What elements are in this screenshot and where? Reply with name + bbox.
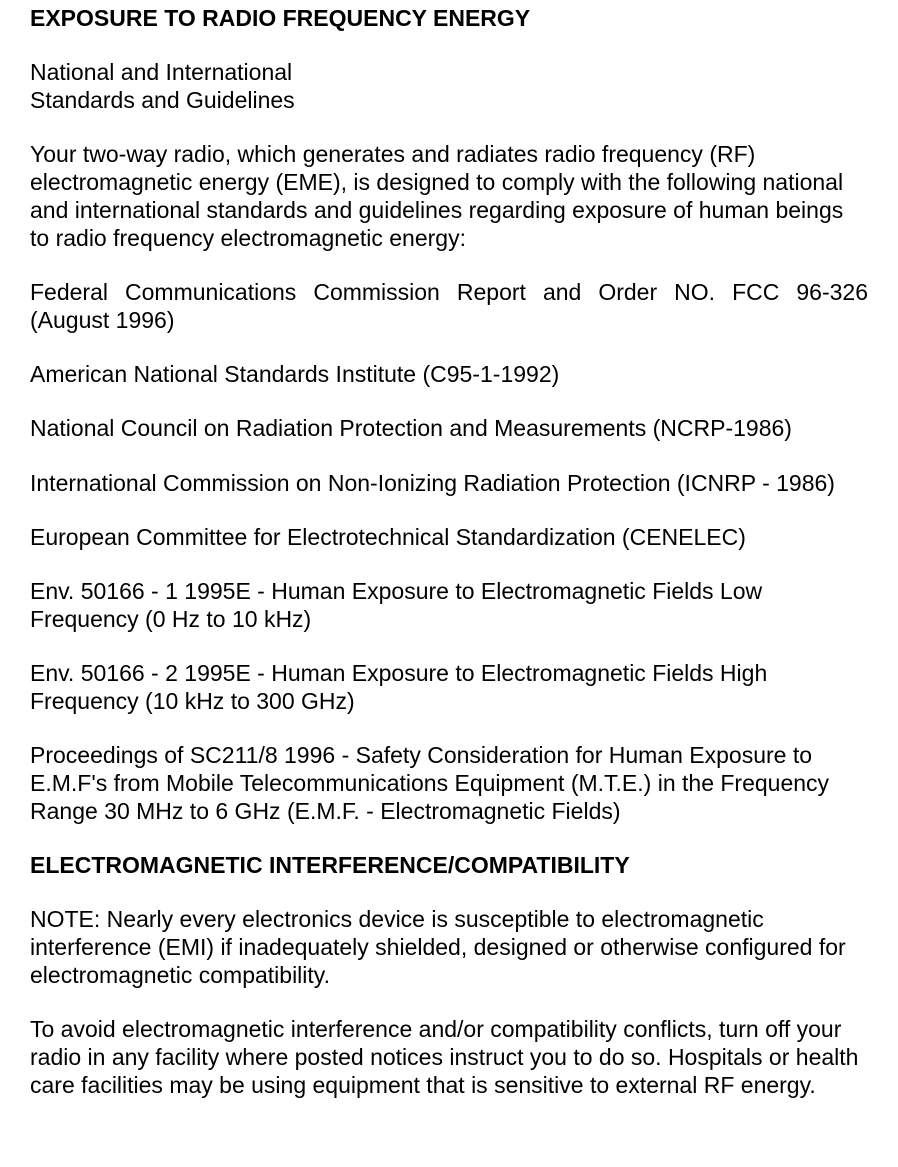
heading-rf-exposure: EXPOSURE TO RADIO FREQUENCY ENERGY xyxy=(30,4,868,32)
standard-env-high: Env. 50166 - 2 1995E - Human Exposure to… xyxy=(30,659,868,715)
subheading-line1: National and International xyxy=(30,59,292,85)
standard-icnrp: International Commission on Non-Ionizing… xyxy=(30,469,868,497)
standard-cenelec: European Committee for Electrotechnical … xyxy=(30,523,868,551)
standard-env-low: Env. 50166 - 1 1995E - Human Exposure to… xyxy=(30,577,868,633)
standard-fcc: Federal Communications Commission Report… xyxy=(30,278,868,334)
standard-sc211: Proceedings of SC211/8 1996 - Safety Con… xyxy=(30,741,868,825)
emi-note2: To avoid electromagnetic interference an… xyxy=(30,1015,868,1099)
heading-emi: ELECTROMAGNETIC INTERFERENCE/COMPATIBILI… xyxy=(30,851,868,879)
standard-ansi: American National Standards Institute (C… xyxy=(30,360,868,388)
document-page: EXPOSURE TO RADIO FREQUENCY ENERGY Natio… xyxy=(0,0,898,1167)
subheading-standards: National and International Standards and… xyxy=(30,58,868,114)
emi-note: NOTE: Nearly every electronics device is… xyxy=(30,905,868,989)
intro-paragraph: Your two-way radio, which generates and … xyxy=(30,140,868,252)
standard-ncrp: National Council on Radiation Protection… xyxy=(30,414,868,442)
subheading-line2: Standards and Guidelines xyxy=(30,87,295,113)
